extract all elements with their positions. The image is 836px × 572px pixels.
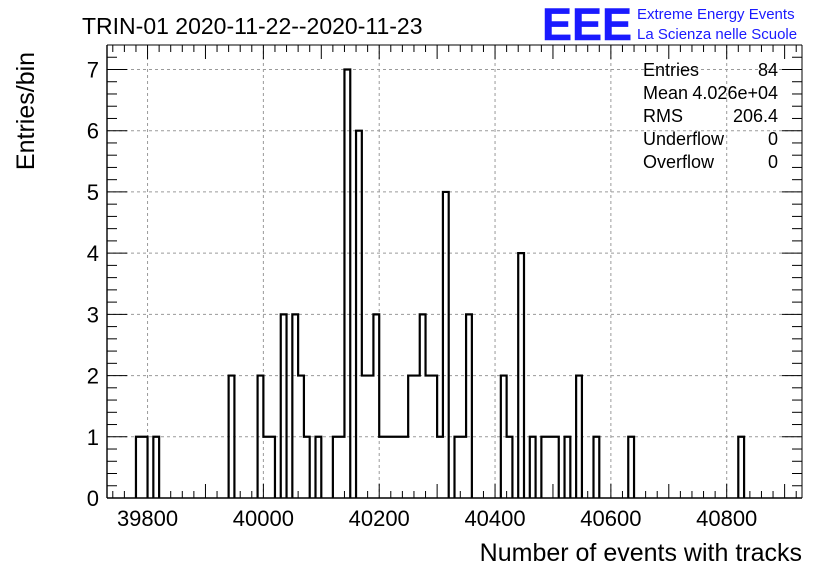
stats-label: Entries [643, 60, 699, 80]
y-axis-label: Entries/bin [12, 52, 40, 170]
histogram-bin [466, 314, 472, 498]
x-tick-label: 40600 [580, 506, 641, 531]
stats-box: Entries 84 Mean 4.026e+04 RMS 206.4 Underflow 0… [643, 60, 778, 172]
histogram-bin [304, 437, 310, 498]
chart-title: TRIN-01 2020-11-22--2020-11-23 [82, 13, 423, 39]
x-ticks: 39800 40000 40200 40400 40600 40800 [112, 45, 797, 531]
histogram-bin [263, 437, 275, 498]
y-ticks: 0 1 2 3 4 5 6 7 [87, 44, 802, 511]
histogram-bin [136, 437, 148, 498]
y-tick-label: 2 [87, 364, 99, 389]
histogram-bin [344, 69, 350, 498]
y-tick-label: 1 [87, 425, 99, 450]
histogram-bin [316, 437, 322, 498]
histogram-bin [362, 376, 374, 498]
histogram-bin [507, 437, 513, 498]
y-tick-label: 4 [87, 241, 99, 266]
x-tick-label: 40200 [349, 506, 410, 531]
eee-logo: EEE [542, 0, 632, 50]
stats-value: 4.026e+04 [692, 83, 778, 103]
logo-line-1: Extreme Energy Events [637, 6, 795, 23]
histogram-bin [356, 131, 362, 498]
histogram-bin [738, 437, 744, 498]
stats-value: 206.4 [733, 106, 778, 126]
histogram-outline [134, 68, 746, 498]
y-tick-label: 0 [87, 486, 99, 511]
x-tick-label: 40400 [464, 506, 525, 531]
stats-value: 0 [768, 152, 778, 172]
x-tick-label: 40000 [233, 506, 294, 531]
histogram-bin [258, 376, 264, 498]
stats-label: Underflow [643, 129, 725, 149]
y-tick-label: 3 [87, 302, 99, 327]
histogram-bin [408, 376, 420, 498]
x-tick-label: 40800 [696, 506, 757, 531]
logo-line-2: La Scienza nelle Scuole [637, 26, 797, 43]
stats-value: 84 [758, 60, 778, 80]
histogram-bin [420, 314, 426, 498]
histogram-bin [437, 437, 443, 498]
histogram-bin [565, 437, 571, 498]
histogram-bin [292, 314, 298, 498]
histogram-bin [229, 376, 235, 498]
histogram-bin [443, 192, 449, 498]
y-tick-label: 6 [87, 119, 99, 144]
stats-label: Overflow [643, 152, 715, 172]
stats-value: 0 [768, 129, 778, 149]
histogram-bin [426, 376, 438, 498]
histogram-bin [530, 437, 536, 498]
histogram-bin [281, 314, 287, 498]
y-tick-label: 7 [87, 57, 99, 82]
histogram-bin [298, 376, 304, 498]
histogram-bin [541, 437, 558, 498]
histogram-bin [153, 437, 159, 498]
histogram-bin [455, 437, 467, 498]
grid-lines [107, 45, 802, 498]
histogram-bin [379, 437, 408, 498]
histogram-bin [501, 376, 507, 498]
histogram-bin [576, 376, 582, 498]
histogram-bin [594, 437, 600, 498]
histogram-bin [628, 437, 634, 498]
stats-label: Mean [643, 83, 688, 103]
x-tick-label: 39800 [117, 506, 178, 531]
y-tick-label: 5 [87, 180, 99, 205]
histogram-bin [518, 253, 524, 498]
x-axis-label: Number of events with tracks [480, 539, 802, 567]
histogram-bin [333, 437, 345, 498]
stats-label: RMS [643, 106, 683, 126]
axes [106, 44, 803, 499]
histogram-bin [373, 314, 379, 498]
